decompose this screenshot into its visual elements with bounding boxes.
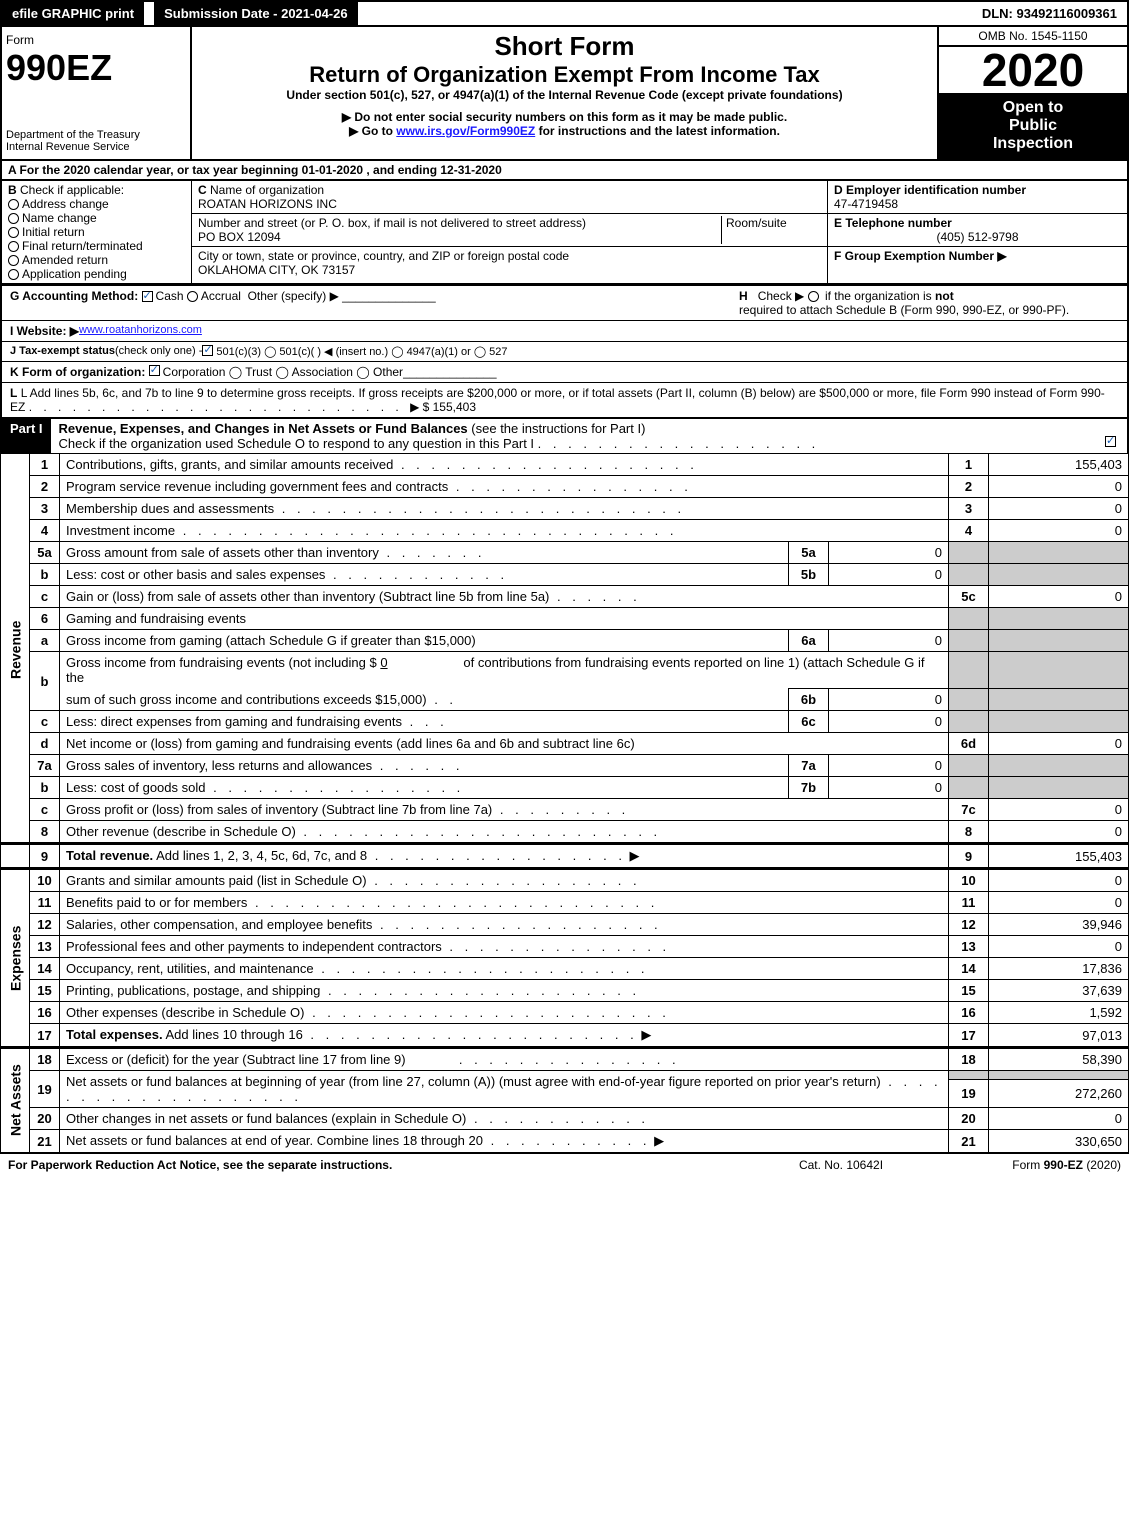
gross-receipts: ▶ $ 155,403 [410, 400, 476, 414]
efile-label[interactable]: efile GRAPHIC print [2, 2, 144, 25]
line6b-value: 0 [829, 689, 949, 711]
line7c-value: 0 [989, 799, 1129, 821]
subtitle: Under section 501(c), 527, or 4947(a)(1)… [198, 88, 931, 102]
checkbox-501c3[interactable] [202, 345, 213, 356]
section-c: C Name of organization ROATAN HORIZONS I… [192, 181, 827, 283]
checkbox-initial-return[interactable] [8, 227, 19, 238]
ein-value: 47-4719458 [834, 197, 898, 211]
checkbox-address-change[interactable] [8, 199, 19, 210]
section-b: B Check if applicable: Address change Na… [2, 181, 192, 283]
tax-year: 2020 [939, 47, 1127, 93]
line21-value: 330,650 [989, 1130, 1129, 1153]
line7a-value: 0 [829, 755, 949, 777]
form-ref: Form 990-EZ (2020) [921, 1158, 1121, 1172]
form-header: Form 990EZ Department of the Treasury In… [0, 27, 1129, 161]
irs-link[interactable]: www.irs.gov/Form990EZ [396, 124, 535, 138]
line6c-value: 0 [829, 711, 949, 733]
checkbox-schedule-b[interactable] [808, 291, 819, 302]
top-bar: efile GRAPHIC print Submission Date - 20… [0, 0, 1129, 27]
line5b-value: 0 [829, 564, 949, 586]
expenses-label: Expenses [1, 869, 30, 1048]
line18-value: 58,390 [989, 1048, 1129, 1071]
checkbox-corporation[interactable] [149, 365, 160, 376]
dln-label: DLN: 93492116009361 [972, 2, 1127, 25]
return-title: Return of Organization Exempt From Incom… [198, 62, 931, 88]
form-number: 990EZ [6, 47, 186, 89]
checkbox-name-change[interactable] [8, 213, 19, 224]
sections-ghijkl: G Accounting Method: Cash Accrual Other … [0, 285, 1129, 419]
line11-value: 0 [989, 892, 1129, 914]
line5a-value: 0 [829, 542, 949, 564]
line19-value: 272,260 [989, 1079, 1129, 1107]
line6a-value: 0 [829, 630, 949, 652]
ssn-warning: ▶ Do not enter social security numbers o… [198, 110, 931, 124]
revenue-label: Revenue [1, 454, 30, 844]
line2-value: 0 [989, 476, 1129, 498]
line17-value: 97,013 [989, 1024, 1129, 1048]
line15-value: 37,639 [989, 980, 1129, 1002]
line8-value: 0 [989, 821, 1129, 844]
form-word: Form [6, 33, 186, 47]
tax-year-row: A For the 2020 calendar year, or tax yea… [0, 161, 1129, 181]
line14-value: 17,836 [989, 958, 1129, 980]
org-city: OKLAHOMA CITY, OK 73157 [198, 263, 355, 277]
treasury-dept: Department of the Treasury [6, 129, 186, 141]
catalog-number: Cat. No. 10642I [761, 1158, 921, 1172]
line9-value: 155,403 [989, 844, 1129, 869]
checkbox-accrual[interactable] [187, 291, 198, 302]
org-address: PO BOX 12094 [198, 230, 281, 244]
part1-header: Part I Revenue, Expenses, and Changes in… [0, 419, 1129, 453]
checkbox-cash[interactable] [142, 291, 153, 302]
checkbox-pending[interactable] [8, 269, 19, 280]
checkbox-amended[interactable] [8, 255, 19, 266]
website-link[interactable]: www.roatanhorizons.com [79, 324, 202, 338]
checkbox-final-return[interactable] [8, 241, 19, 252]
line5c-value: 0 [989, 586, 1129, 608]
footer: For Paperwork Reduction Act Notice, see … [0, 1153, 1129, 1176]
form-container: efile GRAPHIC print Submission Date - 20… [0, 0, 1129, 1176]
paperwork-notice: For Paperwork Reduction Act Notice, see … [8, 1158, 761, 1172]
line7b-value: 0 [829, 777, 949, 799]
goto-instructions: ▶ Go to www.irs.gov/Form990EZ for instru… [198, 124, 931, 138]
checkbox-part1-scho[interactable] [1105, 436, 1116, 447]
line12-value: 39,946 [989, 914, 1129, 936]
section-def: D Employer identification number 47-4719… [827, 181, 1127, 283]
public-inspection: Open to Public Inspection [939, 93, 1127, 159]
line13-value: 0 [989, 936, 1129, 958]
group-exemption: F Group Exemption Number ▶ [834, 249, 1007, 263]
info-grid: B Check if applicable: Address change Na… [0, 181, 1129, 285]
phone-value: (405) 512-9798 [834, 230, 1121, 244]
line20-value: 0 [989, 1108, 1129, 1130]
line3-value: 0 [989, 498, 1129, 520]
line10-value: 0 [989, 869, 1129, 892]
netassets-label: Net Assets [1, 1048, 30, 1153]
line6d-value: 0 [989, 733, 1129, 755]
lines-table: Revenue 1 Contributions, gifts, grants, … [0, 453, 1129, 1153]
irs-label: Internal Revenue Service [6, 141, 186, 153]
line4-value: 0 [989, 520, 1129, 542]
short-form-title: Short Form [198, 31, 931, 62]
org-name: ROATAN HORIZONS INC [198, 197, 337, 211]
line16-value: 1,592 [989, 1002, 1129, 1024]
submission-date: Submission Date - 2021-04-26 [152, 2, 358, 25]
line1-value: 155,403 [989, 454, 1129, 476]
room-suite: Room/suite [721, 216, 821, 244]
